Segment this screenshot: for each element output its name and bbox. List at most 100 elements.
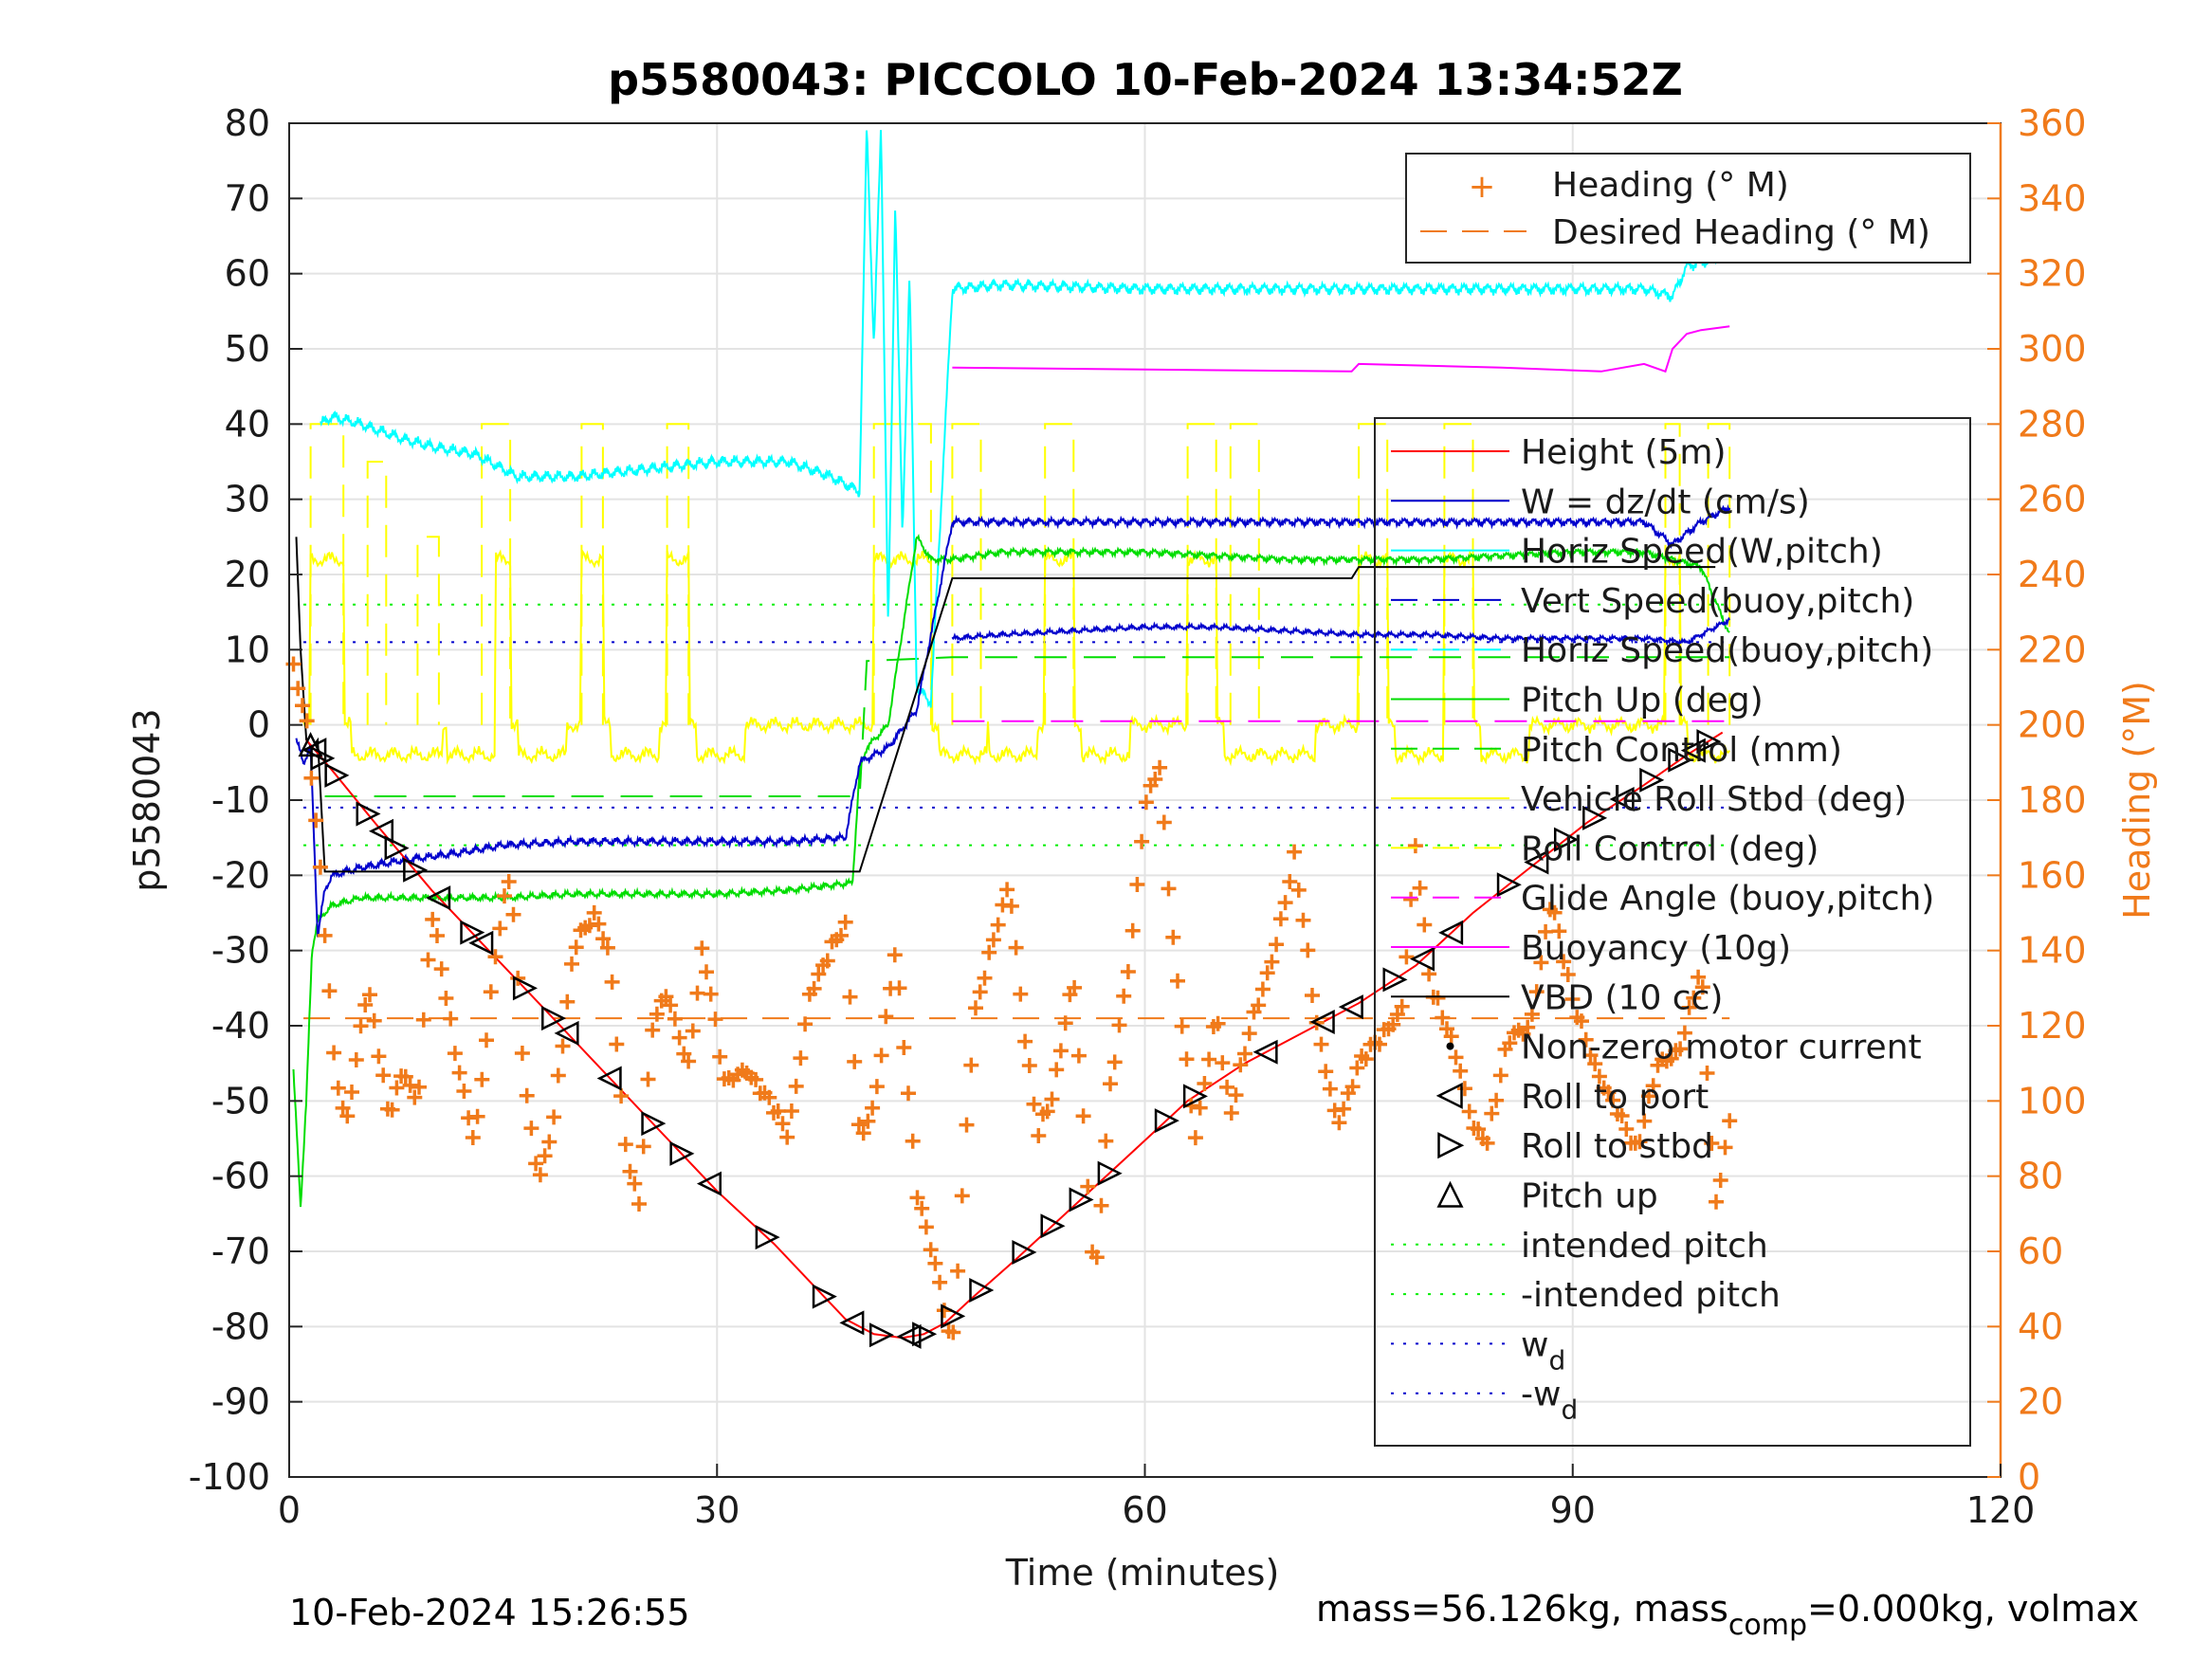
heading-marker	[896, 1040, 912, 1055]
legend-item: -wd	[1391, 1376, 1578, 1426]
legend-item-label: Glide Angle (buoy,pitch)	[1521, 880, 1934, 919]
heading-marker	[523, 1121, 539, 1137]
heading-marker	[465, 1130, 481, 1145]
heading-marker	[1600, 1085, 1617, 1101]
legend-item: Glide Angle (buoy,pitch)	[1391, 880, 1934, 919]
heading-marker	[1502, 1035, 1518, 1051]
heading-marker	[1049, 1062, 1065, 1078]
heading-marker	[1021, 1058, 1037, 1073]
legend-item-text: Pitch Control (mm)	[1521, 731, 1842, 770]
heading-marker	[950, 1263, 966, 1279]
y2-tick-label: 200	[2018, 704, 2087, 746]
roll-to-stbd-marker	[541, 1006, 567, 1031]
roll-to-stbd-marker	[384, 835, 410, 861]
heading-marker	[1197, 1076, 1213, 1091]
heading-marker	[604, 974, 620, 990]
y-tick-label: -20	[211, 854, 270, 896]
heading-marker	[1305, 988, 1320, 1003]
legend-swatch-dot	[1446, 1042, 1454, 1050]
roll-to-stbd-marker	[1496, 872, 1522, 898]
y-tick-label: 10	[225, 629, 270, 670]
heading-marker	[537, 1148, 553, 1164]
heading-marker	[290, 681, 306, 697]
roll-to-stbd-marker	[1553, 827, 1580, 852]
legend-item: Roll to stbd	[1437, 1127, 1713, 1166]
heading-marker	[1556, 954, 1572, 970]
heading-marker	[671, 1030, 687, 1046]
heading-marker	[559, 994, 576, 1010]
legend-item: Pitch up	[1436, 1177, 1658, 1216]
heading-marker	[1560, 967, 1576, 982]
legend-item-text: Buoyancy (10g)	[1521, 929, 1791, 968]
legend-item-text: Roll to port	[1521, 1078, 1709, 1117]
heading-marker	[811, 966, 827, 982]
y-tick-label: 40	[225, 403, 270, 445]
heading-marker	[1344, 1079, 1361, 1095]
heading-marker	[299, 713, 315, 729]
legend-item-sub: d	[1561, 1395, 1578, 1426]
heading-marker	[681, 1053, 697, 1069]
legend-item: Roll Control (deg)	[1391, 830, 1819, 868]
legend-item-label: Non-zero motor current	[1521, 1029, 1922, 1067]
roll-to-port-marker	[1410, 946, 1435, 972]
heading-marker	[1106, 1054, 1123, 1070]
roll-to-stbd-marker	[1696, 729, 1722, 755]
heading-marker	[1080, 1178, 1096, 1194]
heading-marker	[568, 939, 584, 956]
legend-item-label: Roll to stbd	[1521, 1127, 1713, 1166]
heading-marker	[1228, 1087, 1244, 1103]
heading-marker	[1277, 895, 1293, 911]
heading-marker	[699, 964, 714, 980]
heading-marker	[1712, 1173, 1728, 1188]
heading-marker	[703, 986, 719, 1002]
heading-marker	[1691, 969, 1707, 985]
heading-marker	[1358, 1051, 1374, 1067]
roll-to-port-marker	[1309, 1010, 1335, 1035]
y2-tick-label: 340	[2018, 177, 2087, 219]
heading-marker	[1013, 986, 1029, 1002]
heading-marker	[855, 1125, 871, 1141]
heading-marker	[627, 1176, 643, 1192]
heading-marker	[505, 906, 521, 922]
y2-tick-label: 120	[2018, 1005, 2087, 1047]
heading-marker	[1039, 1103, 1055, 1120]
legend-item: VBD (10 cc)	[1391, 978, 1723, 1017]
pitch-up-line	[292, 533, 1730, 1208]
roll-to-stbd-marker	[1582, 805, 1608, 830]
y2-tick-label: 60	[2018, 1231, 2063, 1272]
heading-marker	[685, 1023, 701, 1039]
roll-control-segment	[481, 423, 512, 725]
heading-marker	[1412, 880, 1428, 896]
heading-marker	[797, 1016, 814, 1032]
heading-marker	[595, 931, 612, 947]
legend-heading-box	[1405, 153, 1971, 264]
heading-marker	[295, 698, 310, 714]
heading-marker	[1349, 1060, 1365, 1076]
heading-marker	[1448, 1049, 1464, 1066]
heading-marker	[492, 921, 508, 937]
heading-marker	[1026, 1096, 1042, 1112]
heading-marker	[1290, 882, 1307, 898]
y2-tick-label: 40	[2018, 1305, 2063, 1347]
heading-marker	[1161, 881, 1177, 897]
y-tick-label: 20	[225, 554, 270, 595]
heading-marker	[649, 1006, 665, 1022]
heading-marker	[510, 970, 526, 986]
heading-marker	[344, 1085, 359, 1100]
heading-marker	[1300, 942, 1316, 958]
heading-marker	[914, 1200, 930, 1216]
legend-item-text: VBD (10 cc)	[1521, 978, 1723, 1017]
heading-marker	[528, 1156, 544, 1172]
heading-marker	[1663, 1050, 1679, 1066]
heading-marker	[1694, 979, 1710, 995]
heading-marker	[1717, 1139, 1733, 1156]
heading-marker	[1578, 1031, 1594, 1048]
roll-to-port-marker	[468, 930, 494, 956]
heading-marker	[609, 1036, 625, 1052]
heading-marker	[1564, 992, 1581, 1007]
legend-item-label: intended pitch	[1521, 1227, 1768, 1266]
legend-item: W = dz/dt (cm/s)	[1391, 483, 1810, 521]
heading-marker	[1088, 1249, 1105, 1266]
heading-marker	[1187, 1130, 1203, 1146]
heading-marker	[1614, 1108, 1630, 1123]
